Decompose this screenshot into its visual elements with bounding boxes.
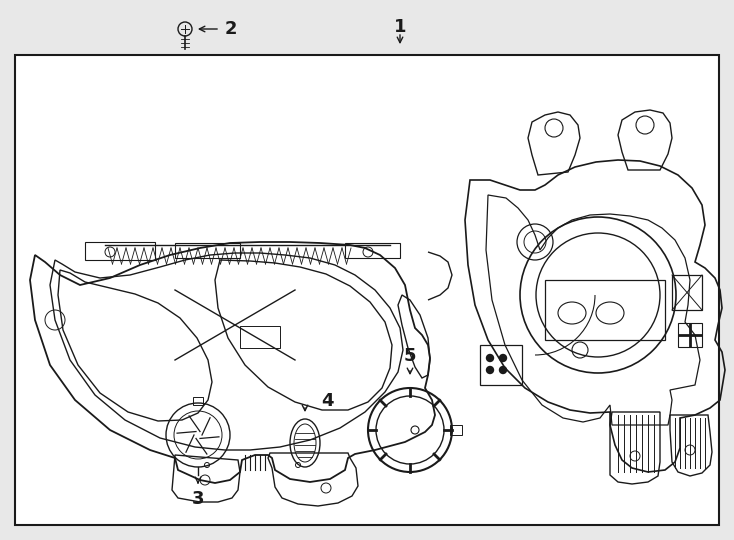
Bar	[345, 243, 400, 258]
Bar	[545, 280, 665, 340]
Circle shape	[487, 354, 493, 361]
Bar	[480, 345, 522, 385]
Text: 5: 5	[404, 347, 416, 365]
Text: 2: 2	[225, 20, 238, 38]
Circle shape	[487, 367, 493, 374]
Bar	[240, 326, 280, 348]
Bar	[85, 242, 155, 260]
Text: 3: 3	[192, 490, 204, 508]
FancyBboxPatch shape	[15, 55, 719, 525]
Bar	[672, 275, 702, 310]
Circle shape	[500, 367, 506, 374]
Text: 4: 4	[321, 392, 333, 410]
Text: 1: 1	[393, 18, 406, 36]
Bar	[678, 323, 702, 347]
Circle shape	[500, 354, 506, 361]
Bar	[450, 425, 462, 435]
Bar	[175, 243, 240, 258]
